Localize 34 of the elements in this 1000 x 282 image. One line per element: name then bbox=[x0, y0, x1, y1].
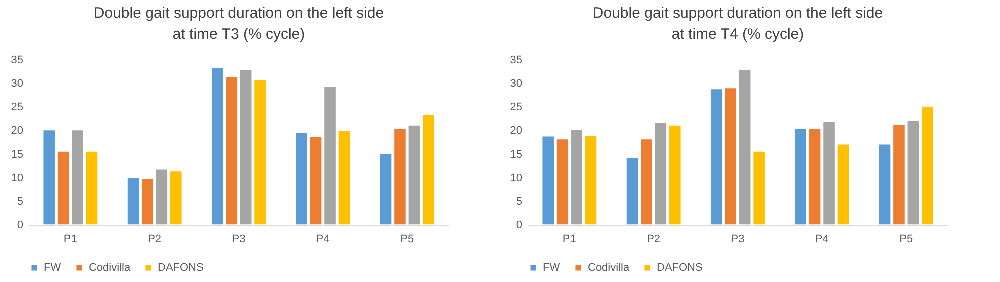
x-tick-label: P2 bbox=[647, 234, 661, 246]
y-tick-label: 25 bbox=[11, 102, 24, 114]
x-tick-label: P1 bbox=[64, 234, 78, 246]
y-tick-label: 0 bbox=[516, 220, 522, 232]
x-tick-label: P3 bbox=[232, 234, 246, 246]
x-tick-label: P1 bbox=[562, 234, 576, 246]
x-tick-label: P4 bbox=[815, 234, 829, 246]
chart-title: Double gait support duration on the left side at time T4 (% cycle) bbox=[592, 5, 884, 43]
y-tick-label: 5 bbox=[17, 196, 24, 208]
y-tick-label: 10 bbox=[510, 172, 522, 184]
y-tick-label: 35 bbox=[11, 54, 24, 66]
x-tick-label: P5 bbox=[400, 234, 414, 246]
y-tick-label: 15 bbox=[510, 148, 522, 161]
x-tick-label: P5 bbox=[900, 234, 914, 246]
y-tick-label: 10 bbox=[11, 172, 24, 184]
y-tick-label: 35 bbox=[510, 54, 522, 66]
x-tick-label: P3 bbox=[731, 234, 745, 246]
legend-label: DAFONS bbox=[158, 262, 204, 274]
y-tick-label: 30 bbox=[11, 78, 24, 90]
chart-title: Double gait support duration on the left side at time T3 (% cycle) bbox=[94, 5, 384, 43]
x-tick-label: P2 bbox=[148, 234, 162, 246]
legend-label: Codivilla bbox=[588, 262, 630, 274]
y-tick-label: 15 bbox=[11, 148, 24, 161]
y-tick-label: 30 bbox=[510, 78, 522, 90]
y-tick-label: 0 bbox=[17, 220, 24, 232]
legend-label: FW bbox=[543, 262, 561, 274]
y-tick-label: 20 bbox=[510, 125, 522, 138]
y-tick-label: 5 bbox=[516, 196, 522, 208]
legend-label: Codivilla bbox=[89, 262, 132, 274]
y-tick-label: 20 bbox=[11, 125, 24, 138]
legend-label: FW bbox=[44, 262, 62, 274]
legend-label: DAFONS bbox=[657, 262, 703, 274]
y-tick-label: 25 bbox=[510, 102, 522, 114]
x-tick-label: P4 bbox=[316, 234, 330, 246]
